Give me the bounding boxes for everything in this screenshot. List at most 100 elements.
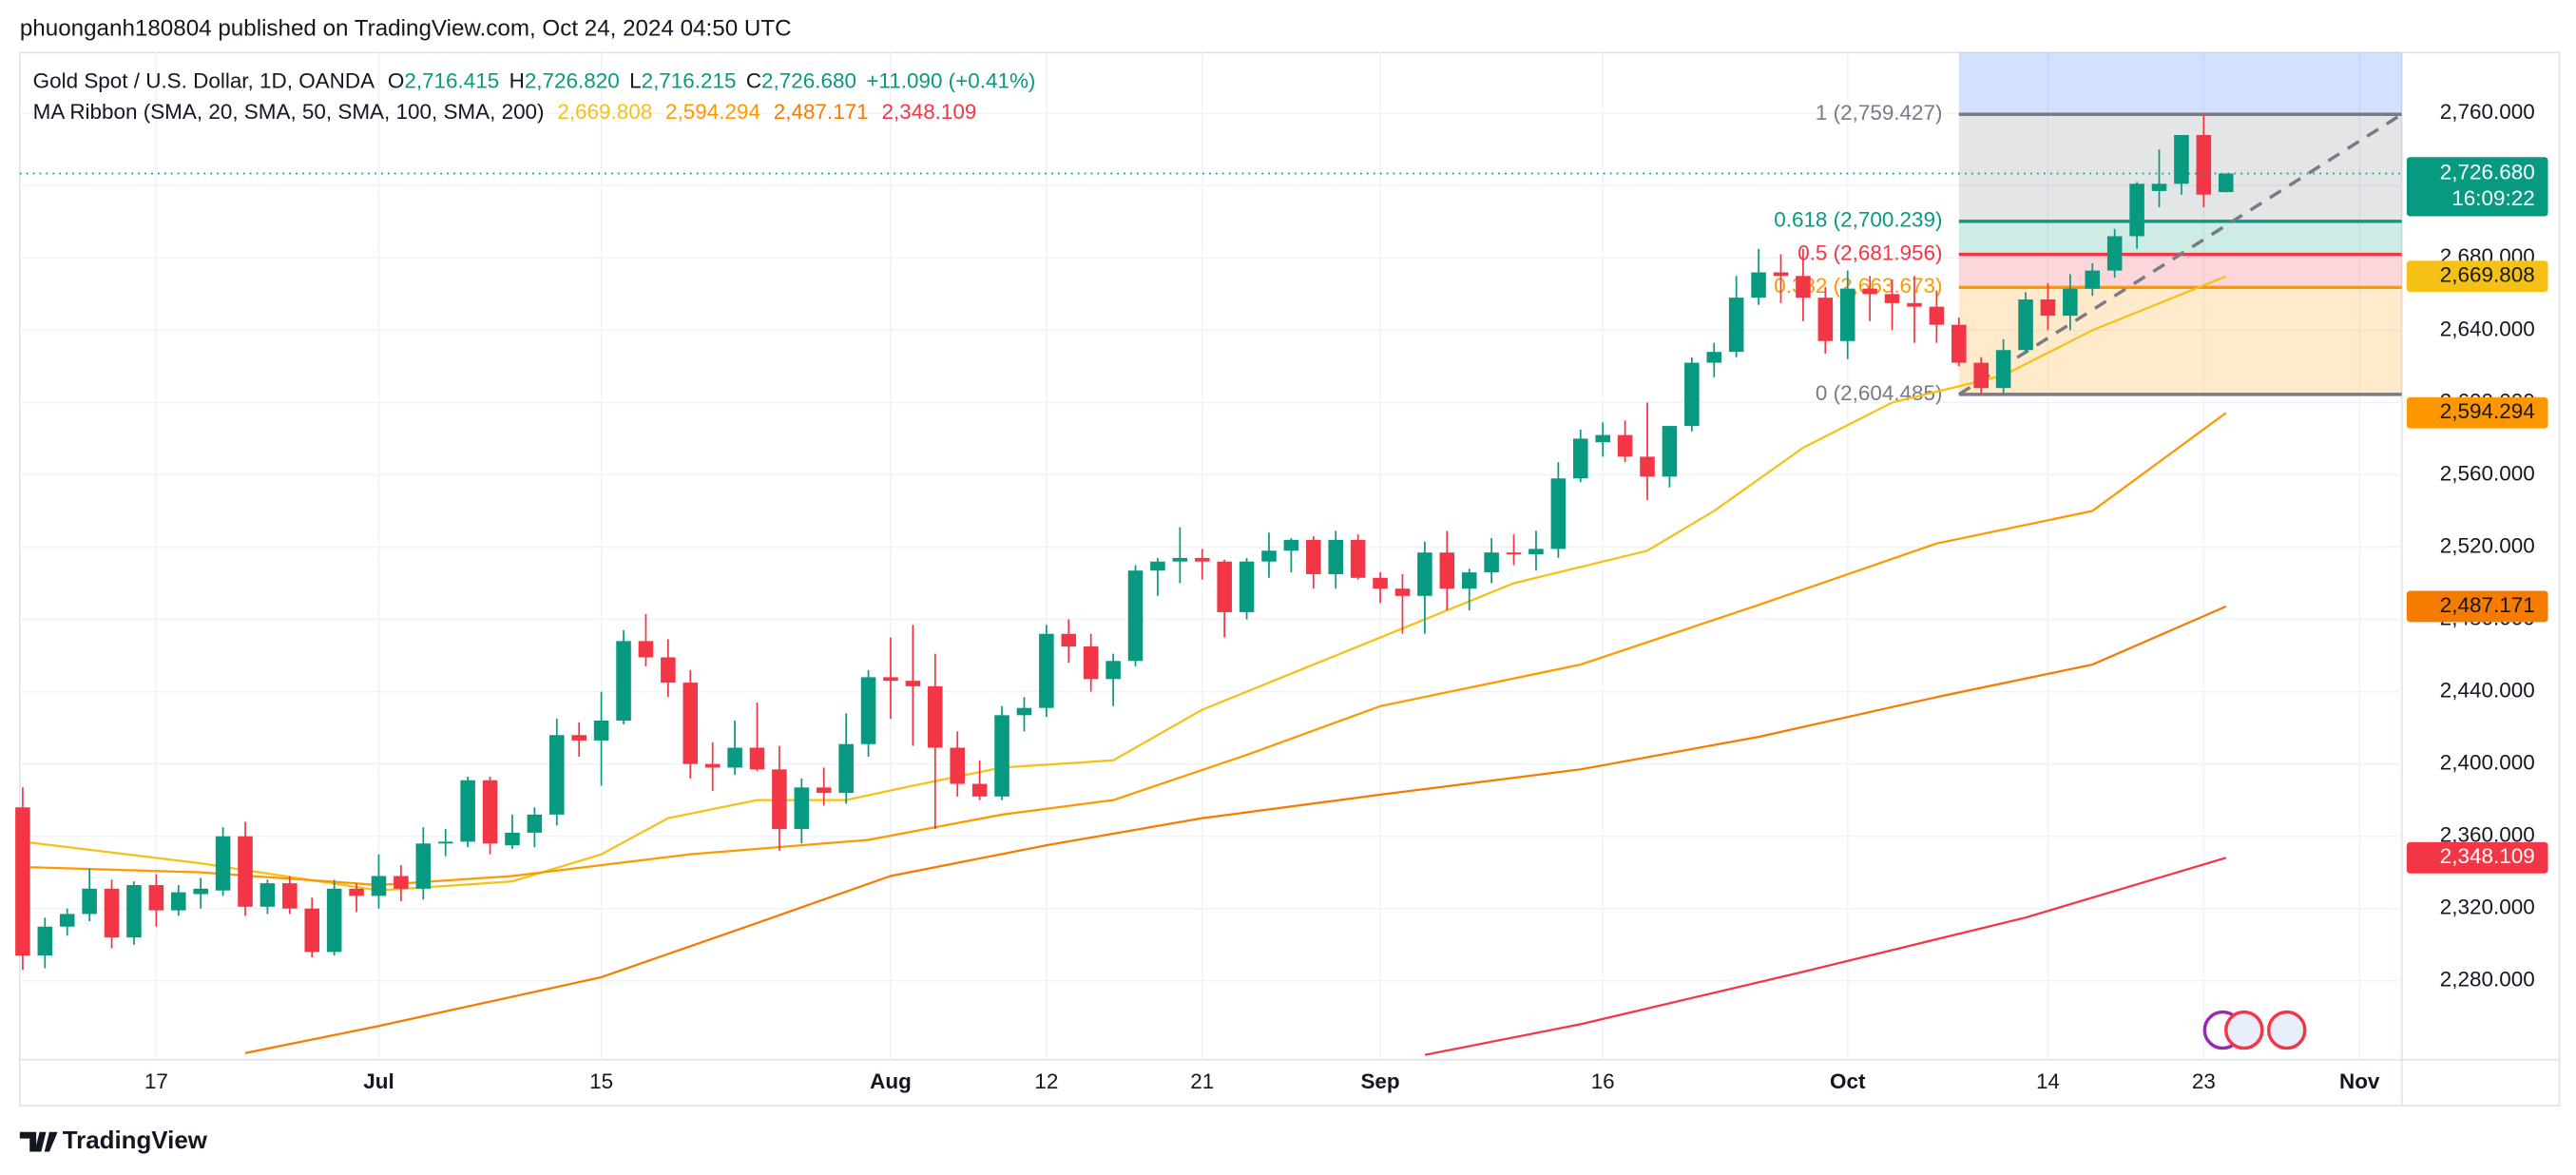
- publisher-header: phuonganh180804 published on TradingView…: [20, 15, 792, 41]
- event-icons[interactable]: [2202, 1010, 2307, 1050]
- fib-label: 0.618 (2,700.239): [1774, 208, 1942, 232]
- x-tick-label: Aug: [870, 1069, 912, 1093]
- candle-body: [994, 715, 1009, 797]
- candle-body: [238, 836, 253, 907]
- indicator-value: 2,348.109: [881, 100, 976, 124]
- indicator-value: 2,594.294: [665, 100, 760, 124]
- candle-body: [2151, 183, 2167, 191]
- candle-body: [838, 743, 854, 794]
- ohlc-prefix: H: [509, 68, 525, 92]
- ma-price-badge-label: 2,487.171: [2440, 593, 2535, 617]
- candle-body: [2063, 288, 2078, 317]
- candle-body: [482, 780, 498, 844]
- candle-body: [638, 641, 654, 658]
- ohlc-prefix: O: [388, 68, 404, 92]
- candle-body: [749, 747, 765, 770]
- candle-body: [950, 747, 965, 784]
- countdown-label: 16:09:22: [2451, 186, 2534, 210]
- candle-body: [1328, 539, 1344, 575]
- legend-row: Gold Spot / U.S. Dollar, 1D, OANDA O2,716…: [33, 68, 1036, 92]
- candle-body: [1706, 352, 1722, 363]
- candle-body: [682, 683, 699, 764]
- x-tick-label: Oct: [1830, 1069, 1866, 1093]
- candle-body: [2085, 270, 2101, 289]
- candle-body: [2196, 134, 2212, 195]
- candle-body: [549, 735, 565, 815]
- x-tick-label: Sep: [1360, 1069, 1399, 1093]
- moving-average-line: [244, 605, 2227, 1054]
- candle-body: [104, 888, 120, 938]
- candle-body: [1194, 557, 1210, 562]
- x-tick-label: Nov: [2339, 1069, 2380, 1093]
- candle-body: [1662, 426, 1678, 477]
- candle-body: [304, 908, 320, 953]
- y-tick-label: 2,520.000: [2440, 533, 2535, 557]
- ohlc-value: 2,716.415: [404, 68, 499, 92]
- ma-price-badge-label: 2,348.109: [2440, 844, 2535, 868]
- candle-body: [816, 787, 832, 794]
- candle-body: [1951, 324, 1967, 363]
- candle-body: [1061, 633, 1077, 647]
- x-tick-label: 23: [2192, 1069, 2216, 1093]
- x-tick-label: Jul: [363, 1069, 394, 1093]
- candle-body: [460, 780, 475, 842]
- candle-body: [2018, 299, 2033, 351]
- candle-body: [126, 885, 142, 938]
- candle-body: [59, 914, 75, 927]
- candle-body: [148, 885, 164, 911]
- candle-body: [1217, 561, 1232, 612]
- candle-body: [794, 787, 810, 830]
- ohlc-value: 2,716.215: [642, 68, 737, 92]
- legend-row: MA Ribbon (SMA, 20, SMA, 50, SMA, 100, S…: [33, 100, 977, 124]
- fib-zone: [1958, 52, 2402, 115]
- change-value: +11.090 (+0.41%): [866, 68, 1035, 92]
- candle-body: [1239, 561, 1255, 612]
- ma-price-badge-label: 2,669.808: [2440, 263, 2535, 287]
- candle-body: [1083, 646, 1099, 680]
- ma-price-badge: [2406, 590, 2548, 623]
- instrument-title: Gold Spot / U.S. Dollar, 1D, OANDA: [33, 68, 375, 92]
- candle-body: [1817, 298, 1834, 341]
- candle-body: [1373, 577, 1388, 589]
- candle-body: [1105, 661, 1121, 680]
- event-icon[interactable]: [2224, 1010, 2264, 1050]
- candle-body: [1439, 552, 1455, 589]
- x-tick-label: 12: [1034, 1069, 1058, 1093]
- candle-body: [1929, 306, 1945, 325]
- moving-average-layer: [22, 275, 2227, 1056]
- candle-body: [1261, 550, 1277, 562]
- ma-price-badge-label: 2,594.294: [2440, 399, 2535, 423]
- tradingview-logo: [19, 1131, 58, 1152]
- event-icon[interactable]: [2266, 1010, 2307, 1050]
- candle-body: [1150, 561, 1165, 571]
- candle-body: [215, 836, 231, 891]
- y-tick-label: 2,400.000: [2440, 751, 2535, 775]
- fib-label: 0 (2,604.485): [1816, 381, 1943, 405]
- candle-body: [1884, 294, 1900, 303]
- candle-body: [1528, 549, 1544, 555]
- candle-body: [371, 876, 387, 896]
- chart-frame: [18, 51, 2561, 1107]
- candle-body: [505, 832, 520, 846]
- candle-body: [15, 807, 30, 956]
- x-tick-label: 21: [1190, 1069, 1214, 1093]
- candle-body: [260, 883, 276, 907]
- candle-body: [1484, 552, 1499, 573]
- footer-brand: TradingView: [63, 1127, 208, 1154]
- candle-body: [1973, 362, 1989, 389]
- candle-body: [1306, 539, 1321, 575]
- candle-body: [1461, 572, 1477, 589]
- moving-average-line: [1424, 857, 2227, 1056]
- indicator-title: MA Ribbon (SMA, 20, SMA, 50, SMA, 100, S…: [33, 100, 545, 124]
- indicator-value: 2,669.808: [557, 100, 652, 124]
- candle-body: [616, 641, 631, 722]
- candle-body: [1839, 288, 1855, 341]
- candle-body: [1796, 276, 1811, 299]
- ohlc-value: 2,726.680: [761, 68, 856, 92]
- x-tick-label: 17: [144, 1069, 168, 1093]
- fib-zone: [1958, 221, 2402, 255]
- candle-body: [82, 888, 97, 915]
